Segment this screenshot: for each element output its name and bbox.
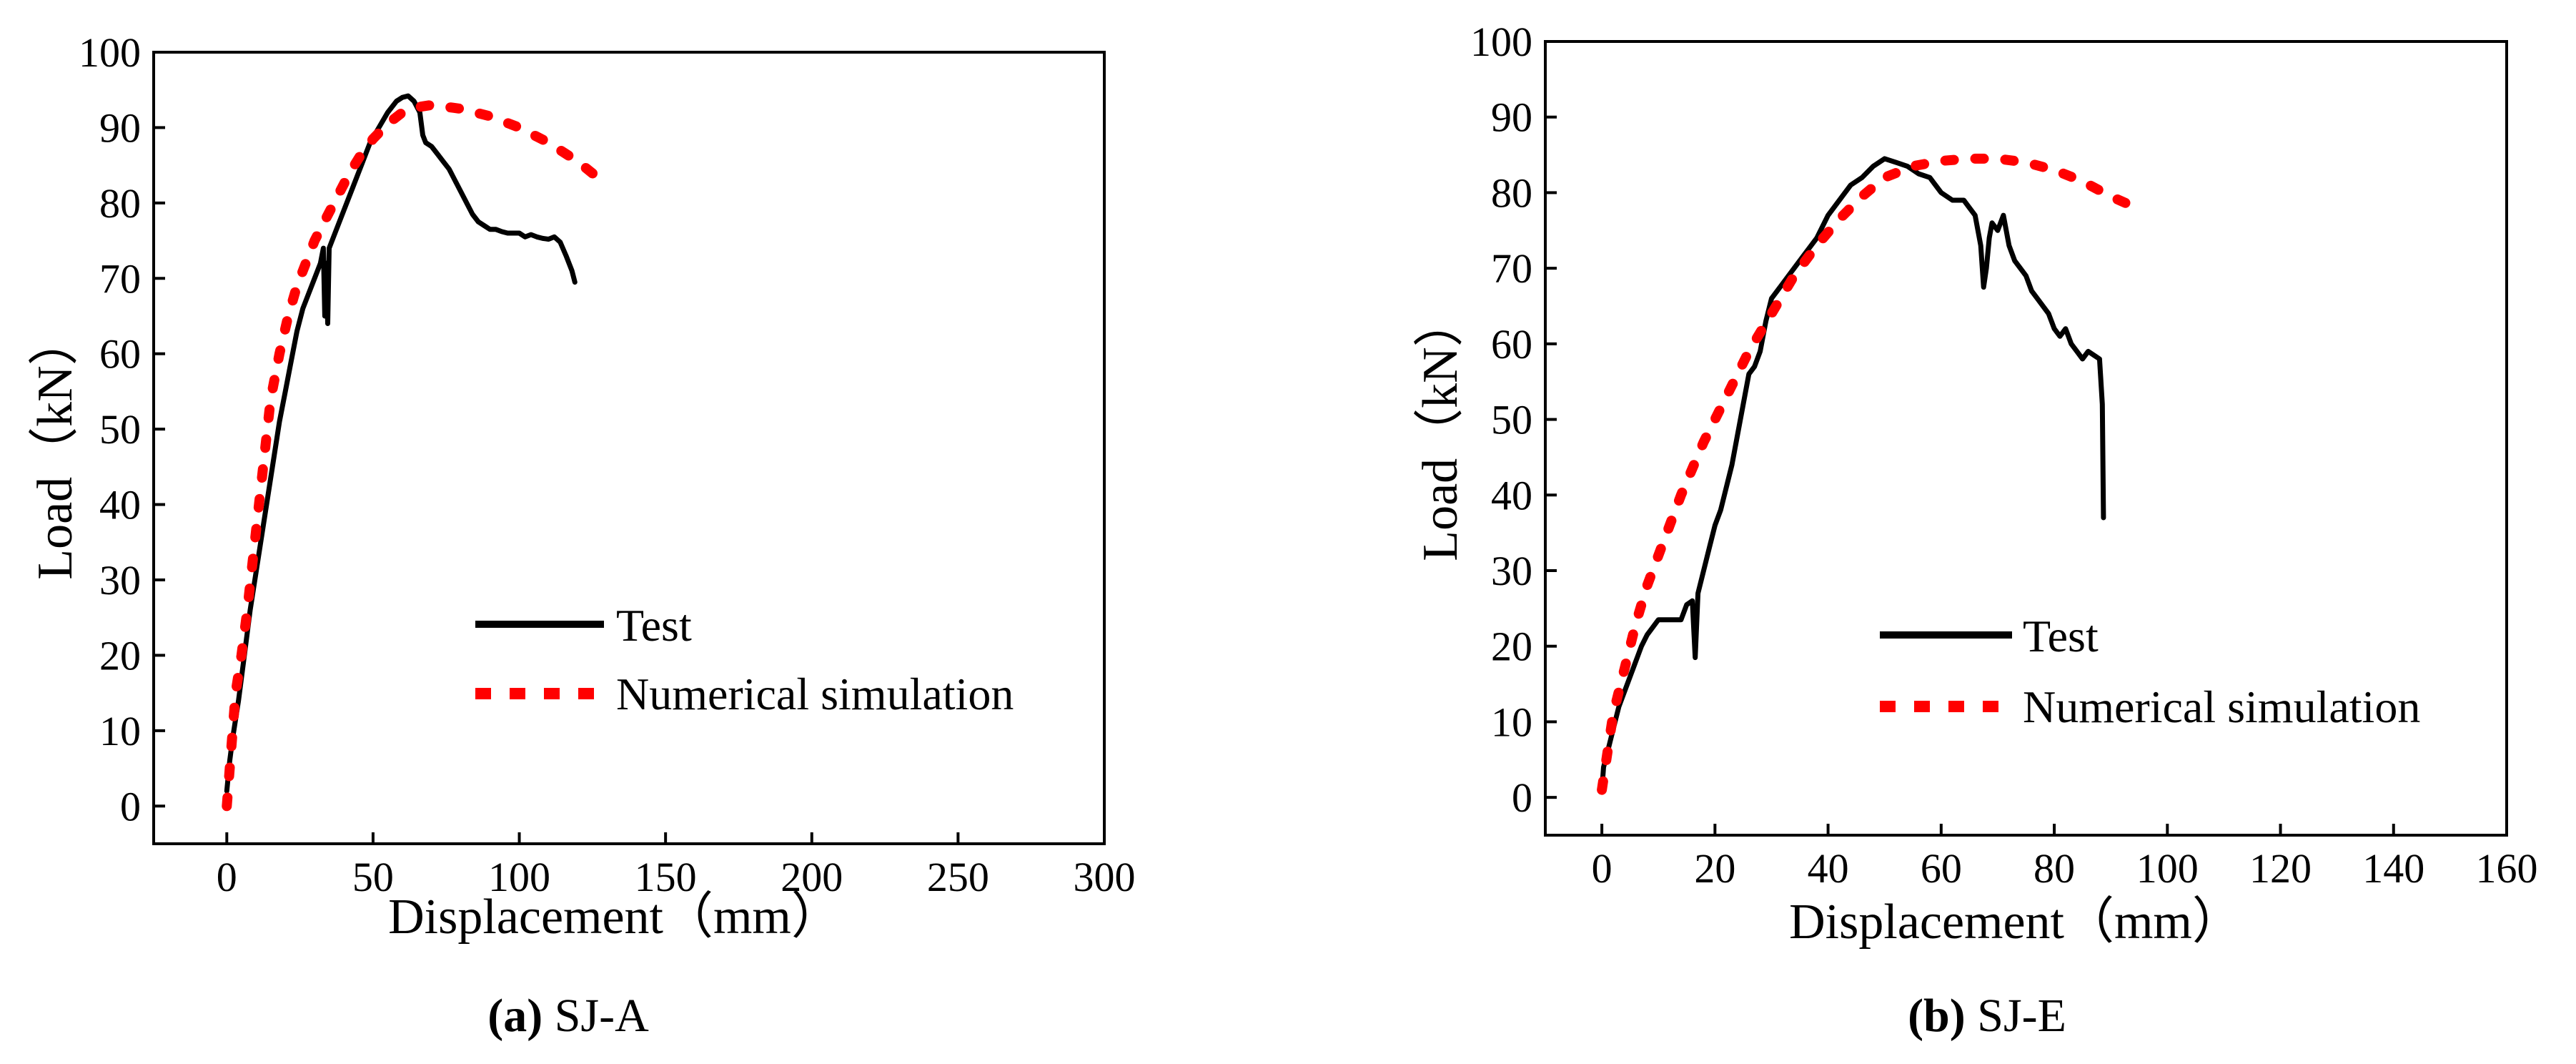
y-tick-label: 40 <box>1491 472 1532 518</box>
y-tick-labels: 0 10 20 30 40 50 60 70 80 90 100 <box>79 29 141 829</box>
chart-panel-b: 0 20 40 60 80 100 120 140 160 0 10 20 30 40 50 60 70 80 9… <box>1413 19 2538 1042</box>
tick-marks <box>1545 40 2508 835</box>
series-group <box>222 93 607 812</box>
panel-caption: (a) SJ-A <box>487 990 649 1042</box>
y-tick-label: 70 <box>99 255 141 302</box>
series-test-line <box>224 93 578 794</box>
x-tick-label: 250 <box>927 854 989 900</box>
x-tick-label: 60 <box>1921 845 1962 892</box>
y-axis-title: Load（kN） <box>1413 297 1468 561</box>
x-tick-label: 120 <box>2249 845 2312 892</box>
y-tick-label: 50 <box>99 406 141 453</box>
y-tick-label: 20 <box>99 632 141 679</box>
x-tick-label: 100 <box>2136 845 2199 892</box>
x-tick-label: 80 <box>2033 845 2075 892</box>
x-tick-labels: 0 20 40 60 80 100 120 140 160 <box>1592 845 2538 892</box>
x-tick-label: 20 <box>1694 845 1735 892</box>
legend-simulation-label: Numerical simulation <box>2023 681 2420 732</box>
y-axis-title: Load（kN） <box>28 315 83 579</box>
panel-caption: (b) SJ-E <box>1908 990 2066 1042</box>
y-tick-label: 80 <box>99 180 141 227</box>
y-tick-label: 0 <box>1512 774 1532 821</box>
chart-panel-a: 0 50 100 150 200 250 300 0 10 20 30 40 50 60 70 80 90 10… <box>28 29 1136 1042</box>
x-axis-title: Displacement（mm） <box>388 890 841 945</box>
y-tick-label: 60 <box>99 331 141 378</box>
series-numerical-simulation-line <box>222 99 607 812</box>
x-tick-label: 50 <box>352 854 394 900</box>
caption-letter: (a) <box>487 990 543 1042</box>
caption-name: SJ-A <box>543 990 649 1042</box>
x-tick-label: 100 <box>488 854 550 900</box>
series-test-line <box>1599 156 2106 793</box>
legend-test-label: Test <box>2023 611 2099 661</box>
y-tick-label: 10 <box>99 708 141 754</box>
caption-name: SJ-E <box>1966 990 2066 1042</box>
x-tick-label: 0 <box>1592 845 1613 892</box>
y-tick-label: 60 <box>1491 321 1532 368</box>
y-tick-label: 0 <box>120 783 141 829</box>
y-tick-label: 90 <box>99 104 141 151</box>
y-tick-label: 30 <box>1491 548 1532 594</box>
y-tick-label: 20 <box>1491 624 1532 670</box>
y-tick-labels: 0 10 20 30 40 50 60 70 80 90 100 <box>1470 19 1532 821</box>
x-tick-label: 200 <box>781 854 843 900</box>
x-tick-label: 150 <box>635 854 697 900</box>
legend: Test Numerical simulation <box>1880 611 2420 732</box>
caption-letter: (b) <box>1908 990 1966 1042</box>
y-tick-label: 70 <box>1491 245 1532 292</box>
x-tick-label: 300 <box>1074 854 1136 900</box>
legend-test-label: Test <box>616 600 692 651</box>
legend-simulation-label: Numerical simulation <box>616 669 1014 719</box>
x-tick-label: 40 <box>1808 845 1849 892</box>
y-tick-label: 30 <box>99 557 141 604</box>
tick-marks <box>154 51 1106 844</box>
legend: Test Numerical simulation <box>475 600 1014 719</box>
x-tick-labels: 0 50 100 150 200 250 300 <box>217 854 1136 900</box>
plot-frame <box>152 51 1106 845</box>
y-tick-label: 40 <box>99 482 141 528</box>
plot-frame <box>1544 40 2508 837</box>
x-tick-label: 160 <box>2476 845 2538 892</box>
y-tick-label: 10 <box>1491 699 1532 745</box>
series-group <box>1597 153 2133 795</box>
x-tick-label: 140 <box>2362 845 2424 892</box>
x-tick-label: 0 <box>217 854 237 900</box>
y-tick-label: 90 <box>1491 94 1532 141</box>
y-tick-label: 50 <box>1491 397 1532 443</box>
series-numerical-simulation-line <box>1597 153 2133 795</box>
x-axis-title: Displacement（mm） <box>1789 895 2242 950</box>
y-tick-label: 100 <box>79 29 141 76</box>
y-tick-label: 100 <box>1470 19 1532 65</box>
y-tick-label: 80 <box>1491 169 1532 216</box>
